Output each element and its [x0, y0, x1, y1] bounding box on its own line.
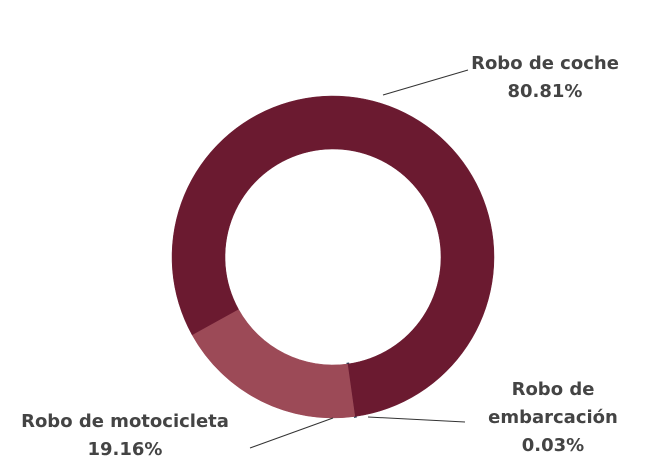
leader-line — [249, 417, 334, 449]
donut-slice — [191, 308, 356, 419]
category-name: Robo de motocicleta — [21, 411, 229, 432]
leader-line — [367, 416, 466, 423]
slice-label: Robo de motocicleta 19.16% — [0, 408, 250, 464]
category-name: Robo de embarcación — [488, 379, 618, 428]
leader-line — [382, 69, 469, 96]
slice-label: Robo de embarcación 0.03% — [468, 376, 638, 460]
category-name: Robo de coche — [471, 53, 619, 74]
value-label: 80.81% — [507, 81, 583, 102]
slice-label: Robo de coche 80.81% — [460, 50, 630, 106]
donut-slice — [171, 95, 495, 417]
value-label: 19.16% — [87, 439, 163, 460]
value-label: 0.03% — [521, 435, 585, 456]
